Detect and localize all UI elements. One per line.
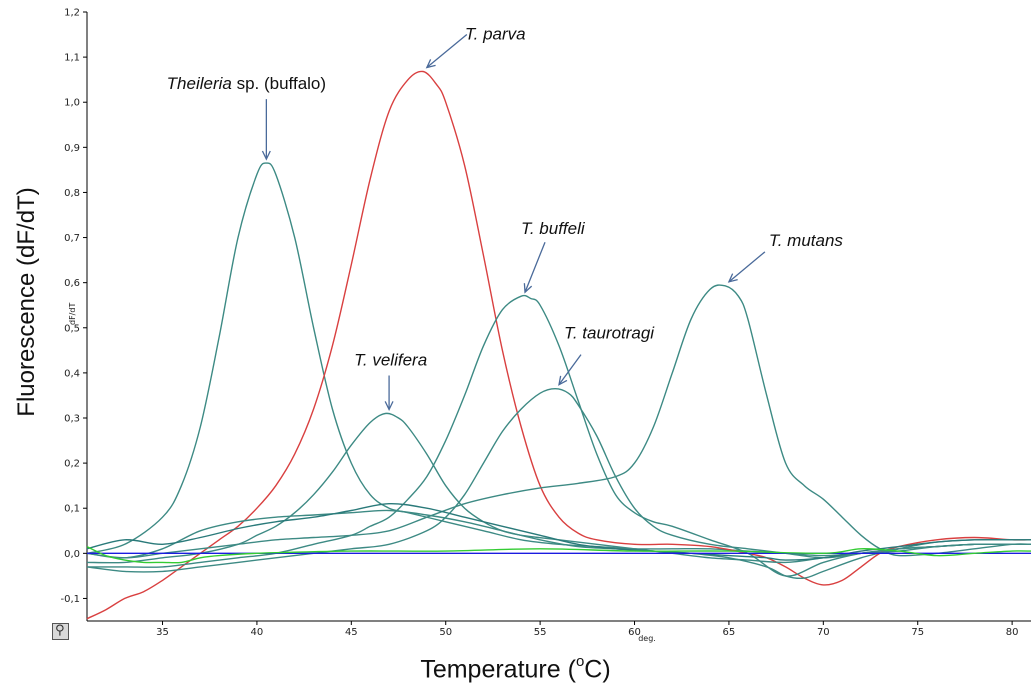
series-layer bbox=[86, 70, 1031, 620]
annotation-label-italic: Theileria bbox=[167, 74, 232, 93]
y-tick-label: 0,6 bbox=[64, 278, 80, 289]
x-tick-label: 70 bbox=[817, 627, 830, 638]
y-tick-label: 0,2 bbox=[64, 459, 80, 470]
annotation-arrowhead bbox=[523, 283, 533, 294]
annotation-label: T. buffeli bbox=[521, 219, 586, 238]
annotation-arrowhead bbox=[727, 273, 738, 283]
series-line-8 bbox=[86, 502, 1031, 561]
series-line-10 bbox=[86, 545, 1031, 564]
series-line-4 bbox=[87, 294, 1031, 577]
magnifier-icon: ⚲ bbox=[55, 623, 65, 638]
series-line-2 bbox=[86, 70, 1031, 620]
annotation-arrow bbox=[728, 251, 766, 283]
x-tick-label: 75 bbox=[911, 627, 924, 638]
y-axis-unit-label: dF/dT bbox=[68, 303, 77, 325]
y-tick-label: 0,8 bbox=[64, 188, 80, 199]
y-tick-label: 0,5 bbox=[64, 323, 80, 334]
annotation-label: T. taurotragi bbox=[564, 324, 655, 343]
series-line-5 bbox=[86, 387, 1031, 573]
annotation-arrowhead bbox=[261, 150, 271, 161]
annotation-label-italic: T. mutans bbox=[769, 231, 844, 250]
y-tick-label: 1,1 bbox=[64, 53, 80, 64]
chart-axes: -0,1 0,0 0,1 0,2 0,3 0,4 0,5 0,6 0,7 0,8 0,9 1,0 1,1… bbox=[60, 8, 1031, 638]
series-line-6 bbox=[86, 284, 1031, 559]
annotation-label-regular: sp. (buffalo) bbox=[232, 74, 326, 93]
annotation-arrow bbox=[524, 241, 546, 293]
y-tick-label: 0,4 bbox=[64, 368, 80, 379]
annotation-label-italic: T. velifera bbox=[354, 350, 427, 369]
annotation-label: Theileria sp. (buffalo) bbox=[167, 74, 326, 93]
annotation-label: T. parva bbox=[465, 25, 526, 44]
x-tick-label: 80 bbox=[1006, 627, 1019, 638]
y-tick-label: -0,1 bbox=[60, 594, 80, 605]
annotation-arrowhead bbox=[425, 59, 436, 69]
annotation-arrow bbox=[558, 354, 582, 386]
annotation-arrowhead bbox=[558, 375, 568, 386]
y-axis-title: Fluorescence (dF/dT) bbox=[13, 187, 40, 416]
y-tick-label: 0,7 bbox=[64, 233, 80, 244]
y-tick-label: 0,1 bbox=[64, 504, 80, 515]
y-tick-label: 0,9 bbox=[64, 143, 80, 154]
y-tick-label: 1,2 bbox=[64, 8, 80, 19]
x-tick-label: 65 bbox=[723, 627, 736, 638]
annotation-label-italic: T. taurotragi bbox=[564, 324, 655, 343]
annotation-label: T. velifera bbox=[354, 350, 427, 369]
annotation-label: T. mutans bbox=[769, 231, 844, 250]
zoom-tool-button[interactable]: ⚲ bbox=[52, 623, 69, 640]
x-tick-label: 45 bbox=[345, 627, 358, 638]
y-tick-label: 0,0 bbox=[64, 549, 80, 560]
annotation-label-italic: T. buffeli bbox=[521, 219, 586, 238]
x-axis-title: Temperature (oC) bbox=[420, 653, 611, 684]
x-tick-label: 40 bbox=[251, 627, 264, 638]
annotation-label-italic: T. parva bbox=[465, 25, 526, 44]
x-axis-unit-label: deg. bbox=[638, 634, 656, 643]
x-tick-label: 60 bbox=[628, 627, 641, 638]
annotation-arrowhead bbox=[384, 401, 394, 411]
y-tick-label: 0,3 bbox=[64, 414, 80, 425]
annotation-arrow bbox=[426, 34, 468, 69]
x-tick-label: 35 bbox=[156, 627, 169, 638]
annotation-layer: Theileria sp. (buffalo) T. parva T. velife… bbox=[167, 25, 844, 411]
y-tick-label: 1,0 bbox=[64, 98, 80, 109]
x-tick-label: 50 bbox=[439, 627, 452, 638]
x-tick-label: 55 bbox=[534, 627, 547, 638]
